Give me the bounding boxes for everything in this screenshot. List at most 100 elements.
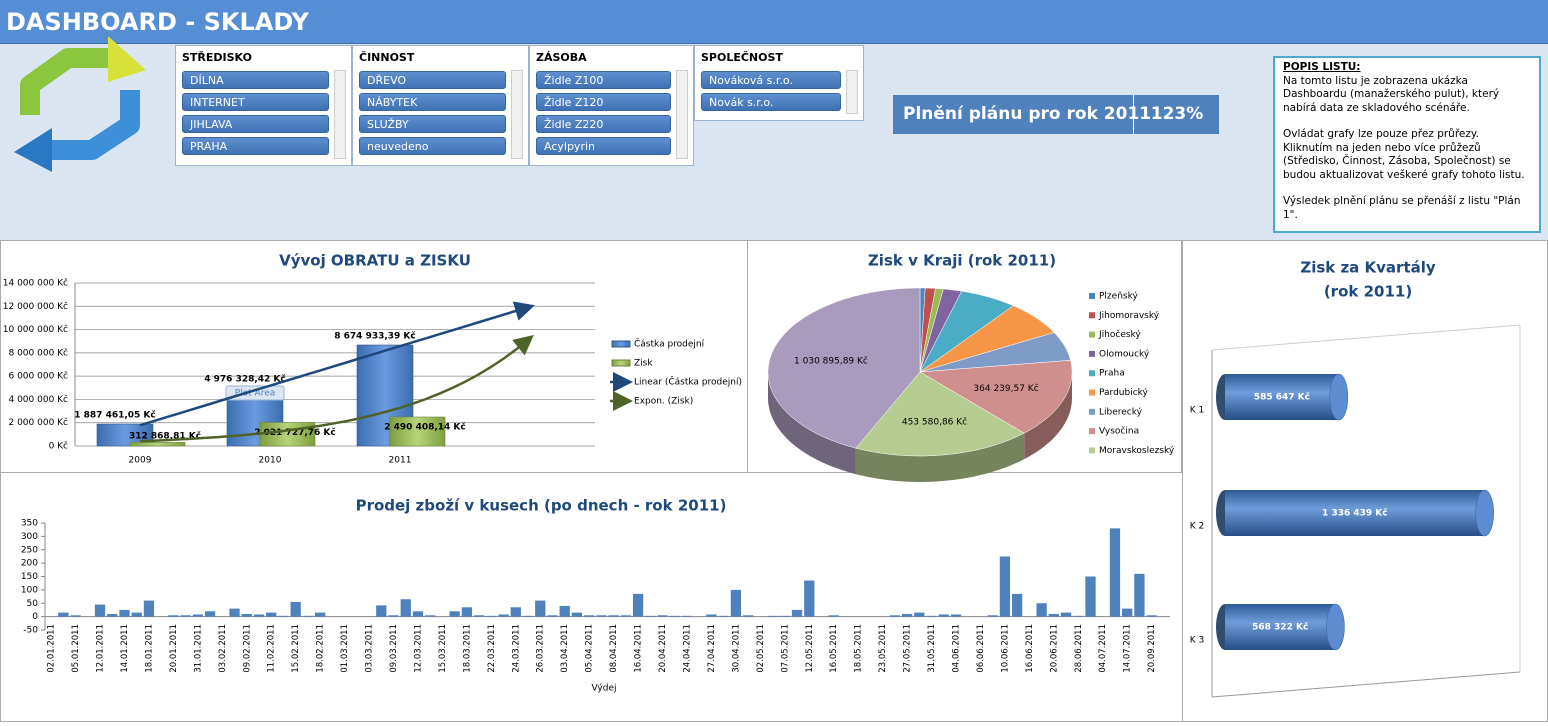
chart-title: Zisk za Kvartály	[1300, 259, 1436, 277]
x-tick-label: 2011	[389, 456, 412, 466]
bar	[143, 600, 155, 617]
x-tick-label: 24.04.2011	[682, 624, 692, 673]
slicer-item[interactable]: Židle Z120	[536, 93, 671, 111]
x-tick-label: 16.04.2011	[634, 624, 644, 673]
bar	[1109, 528, 1121, 617]
x-tick-label: 12.01.2011	[96, 624, 106, 673]
bar	[1012, 593, 1023, 617]
legend-swatch	[1089, 331, 1095, 338]
slicer: ZÁSOBA Židle Z100 Židle Z120 Židle Z220 Acyl…	[529, 45, 694, 166]
x-tick-label: 12.03.2011	[413, 624, 423, 673]
legend-label: Liberecký	[1099, 407, 1143, 417]
bar	[999, 556, 1011, 617]
slicer-item[interactable]: Novák s.r.o.	[701, 93, 841, 111]
bar	[547, 615, 558, 617]
bar	[620, 615, 631, 617]
bar	[828, 615, 839, 617]
bar	[987, 615, 998, 617]
legend-swatch	[1089, 350, 1095, 357]
description: POPIS LISTU: Na tomto listu je zobrazena …	[1273, 56, 1541, 233]
bar	[767, 615, 778, 617]
slicer-item[interactable]: INTERNET	[182, 93, 329, 111]
slicer-item[interactable]: Acylpyrin	[536, 137, 671, 155]
bar	[241, 613, 252, 617]
y-tick-label: 50	[27, 599, 39, 609]
bar	[926, 615, 937, 617]
y-tick-label: 10 000 000 Kč	[3, 324, 68, 335]
legend-swatch	[1089, 428, 1095, 435]
slicer-item[interactable]: DÍLNA	[182, 71, 329, 89]
x-tick-label: 27.05.2011	[903, 624, 913, 673]
bar	[1225, 490, 1485, 536]
bar	[449, 611, 460, 617]
bar	[742, 615, 754, 617]
x-tick-label: 11.02.2011	[267, 624, 277, 673]
bar	[168, 615, 179, 617]
slicer-title: SPOLEČNOST	[701, 51, 783, 64]
y-tick-label: 350	[21, 519, 38, 529]
bar	[107, 613, 118, 617]
x-tick-label: 18.03.2011	[462, 624, 472, 673]
bar	[791, 609, 803, 617]
bar	[1060, 612, 1072, 617]
bar	[571, 612, 583, 617]
y-tick-label: 200	[21, 559, 38, 569]
pie-slice-side	[855, 433, 1025, 482]
bar	[192, 614, 203, 617]
bar	[473, 615, 485, 617]
x-tick-label: 23.05.2011	[878, 624, 888, 673]
slicer-item[interactable]: neuvedeno	[359, 137, 506, 155]
chart-title: Prodej zboží v kusech (po dnech - rok 20…	[356, 497, 727, 515]
slicer-item[interactable]: Židle Z100	[536, 71, 671, 89]
bar	[669, 615, 680, 617]
bar	[315, 612, 326, 617]
description-text: Ovládat grafy lze pouze přez průřezy. Kl…	[1283, 128, 1525, 181]
pie-slice	[919, 332, 1071, 373]
bar	[1085, 576, 1096, 617]
legend-label: Zisk	[634, 359, 653, 369]
y-tick-label: 0 Kč	[49, 441, 68, 452]
x-tick-label: 09.02.2011	[242, 624, 252, 673]
legend-label: Jihočeský	[1098, 329, 1141, 340]
y-tick-label: 2 000 000 Kč	[8, 417, 68, 428]
slicer-item[interactable]: NÁBYTEK	[359, 93, 506, 111]
slicer-scrollbar	[511, 70, 523, 159]
x-tick-label: 06.06.2011	[976, 624, 986, 673]
data-label: 1 887 461,05 Kč	[74, 410, 156, 421]
x-tick-label: 08.04.2011	[609, 624, 619, 673]
slicer-item[interactable]: SLUŽBY	[359, 115, 506, 133]
x-tick-label: 16.06.2011	[1025, 624, 1035, 673]
x-tick-label: 04.07.2011	[1098, 624, 1108, 673]
slicer-item[interactable]: JIHLAVA	[182, 115, 329, 133]
slicer-item[interactable]: DŘEVO	[359, 71, 506, 89]
x-tick-label: 03.03.2011	[365, 624, 375, 673]
slicer-item[interactable]: Židle Z220	[536, 115, 671, 133]
slicer-title: ZÁSOBA	[536, 51, 587, 64]
slicer-item[interactable]: Nováková s.r.o.	[701, 71, 841, 89]
bar	[914, 612, 925, 617]
header-title: DASHBOARD - SKLADY	[0, 0, 1548, 44]
data-label: 585 647 Kč	[1254, 392, 1310, 403]
slicer: SPOLEČNOST Nováková s.r.o. Novák s.r.o.	[694, 45, 864, 121]
y-tick-label: 0	[32, 612, 38, 622]
slicer: STŘEDISKO DÍLNA INTERNET JIHLAVA PRAHA	[175, 45, 352, 166]
slicer-item[interactable]: PRAHA	[182, 137, 329, 155]
panel	[0, 472, 1183, 722]
floor-line	[1211, 671, 1521, 698]
data-label: 8 674 933,39 Kč	[334, 330, 416, 341]
bar	[889, 615, 900, 617]
bar	[535, 600, 546, 617]
pie-slice	[919, 290, 1014, 373]
x-tick-label: 12.05.2011	[805, 624, 815, 673]
bar	[559, 605, 570, 617]
bar	[1146, 615, 1157, 617]
x-tick-label: 22.03.2011	[487, 624, 497, 673]
y-tick-label: 14 000 000 Kč	[3, 278, 68, 289]
bar	[486, 615, 497, 617]
bar	[1122, 608, 1133, 617]
x-tick-label: 31.05.2011	[927, 624, 937, 673]
bar	[804, 580, 815, 617]
bar	[290, 601, 301, 617]
x-tick-label: 05.01.2011	[71, 624, 81, 673]
